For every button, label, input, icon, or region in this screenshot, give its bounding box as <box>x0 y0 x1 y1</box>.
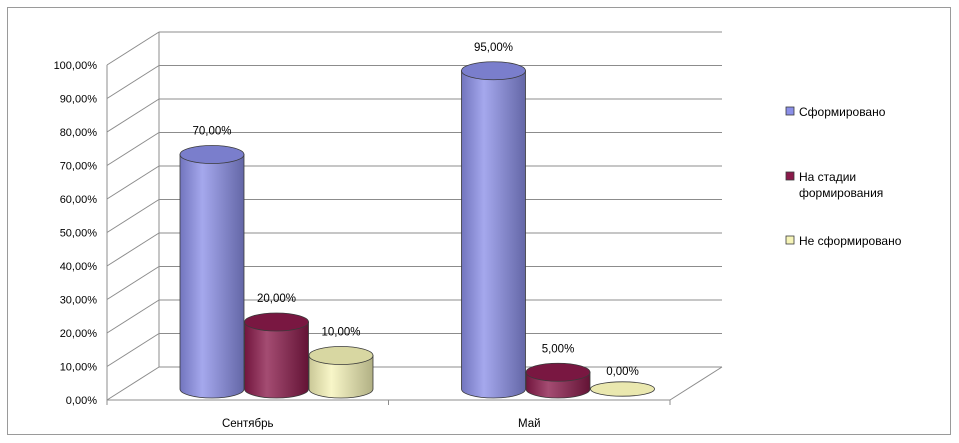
bar-cylinder-body <box>461 70 526 399</box>
gridline-side <box>106 366 160 401</box>
gridline-side <box>106 65 160 99</box>
gridline-side <box>106 266 160 300</box>
gridline-side <box>106 132 160 166</box>
bar-cylinder-body <box>308 355 374 399</box>
y-tick-label: 100,00% <box>54 60 98 72</box>
x-category-label: Май <box>518 418 541 430</box>
gridline-side <box>106 232 160 267</box>
data-label: 5,00% <box>542 343 575 355</box>
legend-label: Сформировано <box>799 105 886 119</box>
y-tick-label: 20,00% <box>60 328 98 340</box>
legend-label: На стадии <box>799 170 856 184</box>
gridline-side <box>106 98 160 133</box>
data-label: 0,00% <box>606 366 639 378</box>
legend-label: Не сформировано <box>799 234 902 248</box>
y-tick-label: 70,00% <box>60 161 98 173</box>
bar-cylinder-top <box>525 362 591 382</box>
bar-cylinder-top <box>179 145 245 164</box>
y-tick-label: 40,00% <box>60 261 98 273</box>
legend-swatch <box>785 171 795 181</box>
y-tick-label: 60,00% <box>60 194 98 206</box>
gridline-side <box>106 31 160 66</box>
bar-cylinder-top <box>590 381 655 397</box>
legend-swatch <box>785 235 795 245</box>
bar-cylinder-body <box>244 321 309 399</box>
floor-right-edge <box>669 366 723 401</box>
data-label: 70,00% <box>192 126 231 138</box>
x-category-label: Сентябрь <box>222 418 274 430</box>
bar-cylinder-body <box>179 154 245 399</box>
gridline-side <box>106 333 160 367</box>
gridline-side <box>106 199 160 233</box>
legend-label: формирования <box>799 186 883 200</box>
y-tick-label: 0,00% <box>66 395 97 407</box>
gridline-side <box>106 299 160 334</box>
bar-cylinder-top <box>461 61 526 81</box>
y-tick-label: 30,00% <box>60 295 98 307</box>
gridline-side <box>106 165 160 200</box>
data-label: 10,00% <box>321 327 360 339</box>
data-label: 20,00% <box>257 293 296 305</box>
bar-cylinder-top <box>308 346 374 365</box>
y-tick-label: 10,00% <box>60 362 98 374</box>
y-tick-label: 50,00% <box>60 228 98 240</box>
y-tick-label: 80,00% <box>60 127 98 139</box>
data-label: 95,00% <box>474 42 513 54</box>
y-tick-label: 90,00% <box>60 94 98 106</box>
legend-swatch <box>785 106 795 116</box>
bar-cylinder-top <box>244 312 309 332</box>
